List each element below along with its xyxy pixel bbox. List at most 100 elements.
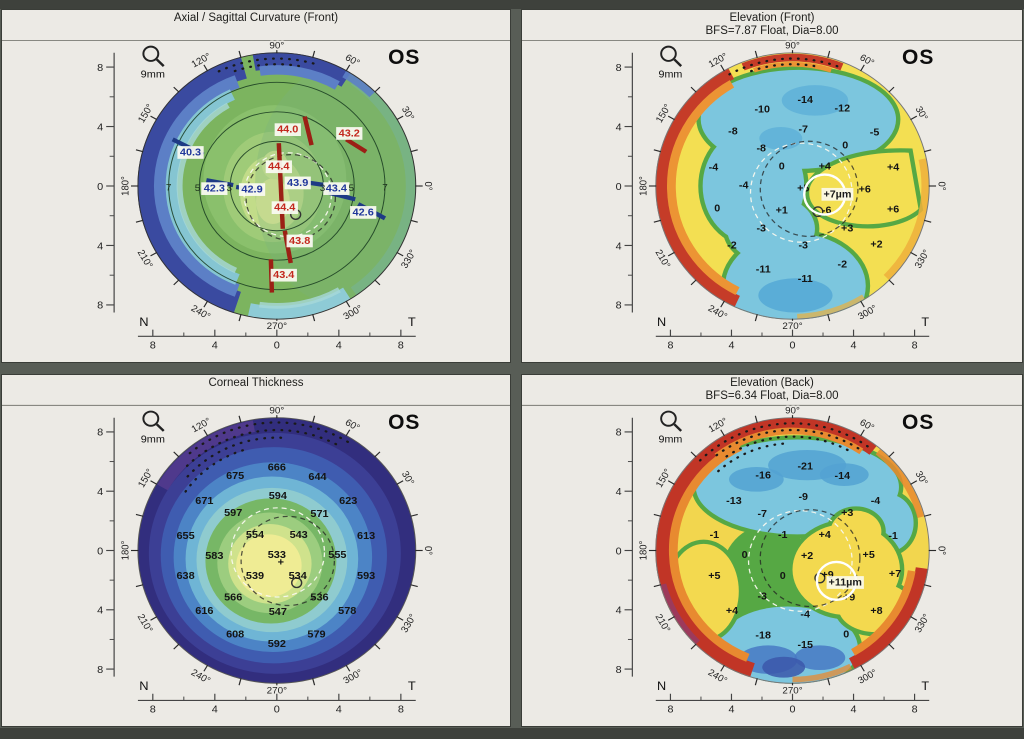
svg-text:8: 8 bbox=[616, 664, 622, 676]
svg-text:-10: -10 bbox=[754, 104, 770, 116]
svg-text:N: N bbox=[657, 315, 666, 329]
svg-text:571: 571 bbox=[310, 508, 328, 520]
svg-text:8: 8 bbox=[97, 300, 103, 312]
panel-axial-curvature: Axial / Sagittal Curvature (Front) 90° 12… bbox=[2, 10, 510, 362]
svg-text:0°: 0° bbox=[935, 546, 946, 555]
svg-text:30°: 30° bbox=[913, 105, 930, 123]
svg-text:-16: -16 bbox=[755, 469, 771, 481]
svg-text:42.3: 42.3 bbox=[204, 183, 225, 195]
svg-text:4: 4 bbox=[212, 340, 218, 352]
svg-text:300°: 300° bbox=[856, 667, 879, 686]
corneal-thickness-map: 90° 120° 150° 180° 210° 240° 270° 300° 330° 0° 30°… bbox=[2, 404, 510, 716]
svg-text:+8: +8 bbox=[870, 605, 882, 617]
svg-text:9mm: 9mm bbox=[141, 434, 165, 446]
svg-text:4: 4 bbox=[616, 605, 622, 617]
svg-text:8: 8 bbox=[97, 427, 103, 439]
window-chrome-bottom bbox=[0, 728, 1024, 739]
svg-text:0°: 0° bbox=[935, 181, 946, 190]
svg-text:-1: -1 bbox=[778, 529, 788, 541]
svg-text:-8: -8 bbox=[728, 126, 738, 138]
svg-text:N: N bbox=[139, 315, 148, 329]
svg-text:+7µm: +7µm bbox=[823, 188, 851, 200]
svg-text:7: 7 bbox=[166, 182, 172, 193]
svg-text:4: 4 bbox=[616, 121, 622, 133]
svg-text:-5: -5 bbox=[870, 127, 880, 139]
svg-text:578: 578 bbox=[338, 605, 356, 617]
magnifier-icon bbox=[142, 45, 160, 62]
svg-text:90°: 90° bbox=[785, 406, 800, 417]
svg-text:+9: +9 bbox=[822, 569, 834, 581]
svg-text:60°: 60° bbox=[858, 52, 876, 69]
svg-text:+3: +3 bbox=[841, 223, 853, 235]
svg-text:-4: -4 bbox=[709, 162, 719, 174]
svg-text:539: 539 bbox=[246, 570, 264, 582]
svg-text:4: 4 bbox=[616, 240, 622, 252]
panel-elevation-back: Elevation (Back) BFS=6.34 Float, Dia=8.0… bbox=[522, 375, 1022, 726]
svg-text:9mm: 9mm bbox=[659, 433, 683, 445]
zoom-indicator: 9mm bbox=[659, 45, 683, 81]
svg-text:43.9: 43.9 bbox=[287, 177, 308, 189]
svg-text:4: 4 bbox=[851, 340, 857, 352]
svg-text:8: 8 bbox=[667, 704, 673, 716]
svg-text:-18: -18 bbox=[755, 630, 771, 642]
svg-text:4: 4 bbox=[97, 240, 103, 252]
svg-text:-7: -7 bbox=[798, 124, 808, 136]
svg-text:-9: -9 bbox=[798, 491, 808, 503]
eye-label: OS bbox=[902, 46, 935, 69]
svg-text:90°: 90° bbox=[269, 406, 284, 417]
svg-text:60°: 60° bbox=[858, 417, 876, 434]
svg-text:180°: 180° bbox=[120, 541, 131, 561]
svg-text:+2: +2 bbox=[870, 239, 882, 251]
svg-text:30°: 30° bbox=[399, 469, 416, 487]
svg-text:8: 8 bbox=[97, 664, 103, 676]
svg-text:-3: -3 bbox=[756, 223, 766, 235]
svg-text:8: 8 bbox=[616, 62, 622, 74]
window-chrome-top bbox=[0, 0, 1024, 9]
svg-text:T: T bbox=[408, 315, 416, 329]
svg-text:150°: 150° bbox=[654, 467, 674, 490]
panel-corneal-thickness: Corneal Thickness 90° 120° 150° 180° 210° 240… bbox=[2, 375, 510, 726]
svg-text:-1: -1 bbox=[710, 529, 720, 541]
svg-text:-21: -21 bbox=[797, 461, 813, 473]
value-labels: -21 -16 -14 -13 -9 -4 -7 +3 -1 -1 +4 -1 0 +2 +5 +5 0 +9 +7… bbox=[708, 461, 901, 651]
svg-text:0: 0 bbox=[97, 545, 103, 557]
svg-text:120°: 120° bbox=[190, 416, 213, 435]
svg-text:+1: +1 bbox=[776, 205, 788, 217]
panel-elevation-front: Elevation (Front) BFS=7.87 Float, Dia=8.… bbox=[522, 10, 1022, 362]
svg-text:180°: 180° bbox=[638, 541, 649, 561]
svg-text:+9: +9 bbox=[843, 592, 855, 604]
svg-text:-4: -4 bbox=[871, 495, 881, 507]
svg-text:330°: 330° bbox=[913, 612, 933, 635]
svg-text:-11: -11 bbox=[798, 273, 813, 285]
eye-label: OS bbox=[388, 411, 421, 434]
svg-text:44.0: 44.0 bbox=[277, 124, 298, 136]
svg-text:8: 8 bbox=[150, 704, 156, 716]
svg-text:579: 579 bbox=[307, 629, 325, 641]
svg-text:666: 666 bbox=[268, 462, 286, 474]
svg-text:0: 0 bbox=[616, 181, 622, 193]
svg-text:+5: +5 bbox=[863, 549, 875, 561]
svg-text:330°: 330° bbox=[399, 248, 419, 270]
eye-label: OS bbox=[902, 411, 935, 434]
elevation-back-map: 90° 120° 150° 180° 210° 240° 270° 300° 330° 0° 30°… bbox=[522, 404, 1022, 716]
elevation-front-map: 90° 120° 150° 180° 210° 240° 270° 300° 330° 0° 30°… bbox=[522, 39, 1022, 352]
svg-text:5: 5 bbox=[348, 183, 354, 194]
svg-text:+3: +3 bbox=[841, 507, 853, 519]
magnifier-icon bbox=[142, 410, 160, 427]
svg-text:+5: +5 bbox=[797, 183, 809, 195]
svg-text:210°: 210° bbox=[135, 248, 155, 270]
svg-text:+2: +2 bbox=[801, 550, 813, 562]
best-fit-marker: +11µm bbox=[815, 560, 864, 602]
svg-text:0: 0 bbox=[274, 704, 280, 716]
svg-text:613: 613 bbox=[357, 530, 375, 542]
axial-curvature-map: 90° 120° 150° 180° 210° 240° 270° 300° 330° 0° 30°… bbox=[2, 39, 510, 352]
svg-text:547: 547 bbox=[269, 606, 287, 618]
svg-text:-14: -14 bbox=[797, 94, 813, 106]
svg-text:240°: 240° bbox=[189, 667, 212, 686]
svg-text:566: 566 bbox=[224, 592, 242, 604]
zoom-indicator: 9mm bbox=[141, 45, 165, 80]
svg-text:638: 638 bbox=[176, 570, 194, 582]
